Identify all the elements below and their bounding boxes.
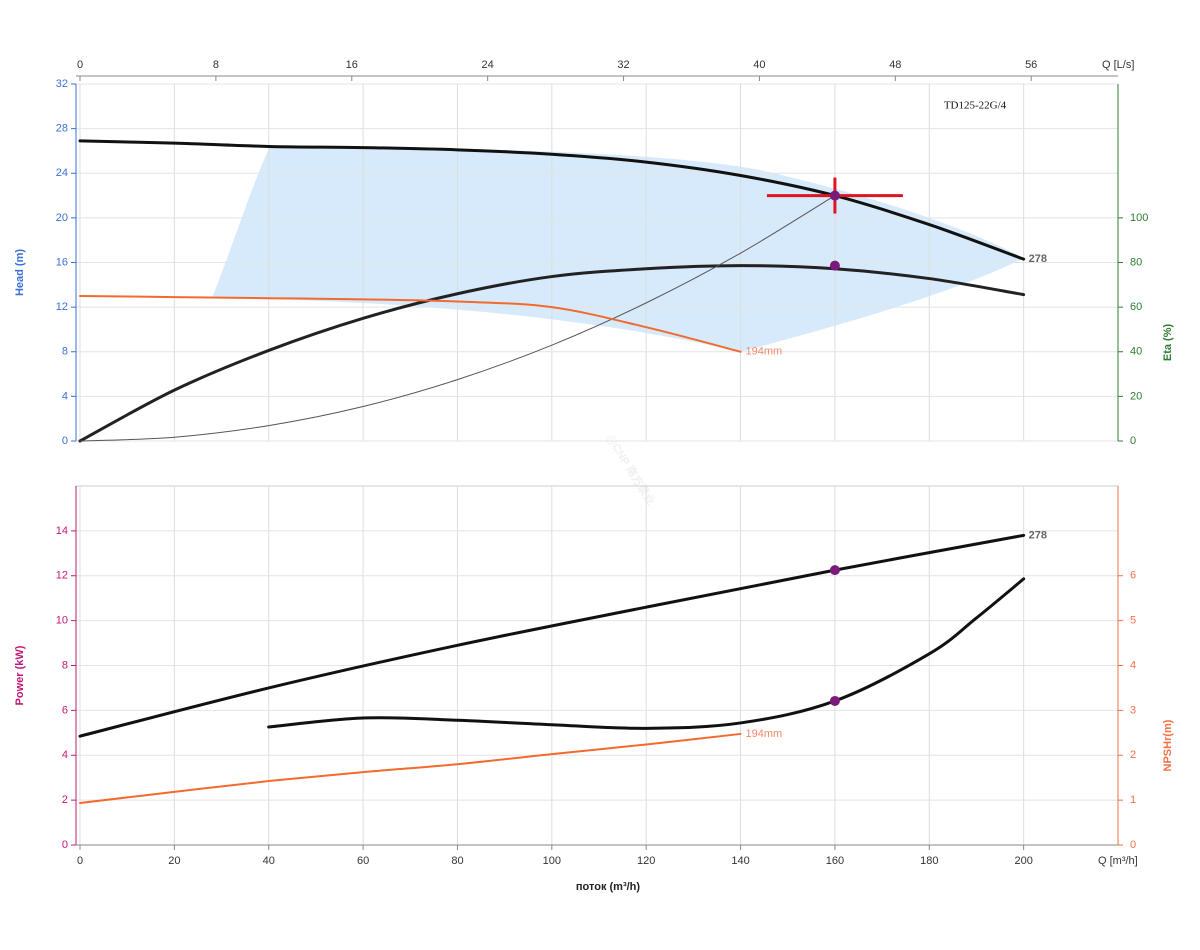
y-tick-label: 14 (56, 525, 68, 537)
duty-point (829, 565, 840, 576)
x-tick-label: 180 (920, 855, 938, 867)
curve-label: 278 (1029, 253, 1047, 265)
x2-axis-label: Q [L/s] (1102, 59, 1134, 71)
y-tick-label: 16 (56, 256, 68, 268)
x-tick-label: 80 (451, 855, 463, 867)
y-tick-label: 0 (62, 839, 68, 851)
y2-tick-label: 3 (1130, 704, 1136, 716)
curve-label: 194mm (746, 728, 783, 740)
y-tick-label: 2 (62, 794, 68, 806)
y2-tick-label: 80 (1130, 256, 1142, 268)
y-tick-label: 0 (62, 435, 68, 447)
y2-tick-label: 60 (1130, 301, 1142, 313)
y-tick-label: 10 (56, 615, 68, 627)
x2-tick-label: 32 (617, 59, 629, 71)
curve (79, 732, 742, 805)
y2-tick-label: 1 (1130, 794, 1136, 806)
duty-point (829, 260, 840, 271)
y2-tick-label: 2 (1130, 749, 1136, 761)
x-unit-label: Q [m³/h] (1098, 855, 1138, 867)
curve-label: 278 (1029, 529, 1047, 541)
y2-tick-label: 0 (1130, 435, 1136, 447)
y-tick-label: 4 (62, 390, 68, 402)
chart-title: TD125-22G/4 (944, 100, 1007, 112)
duty-point (829, 695, 840, 706)
x-tick-label: 20 (168, 855, 180, 867)
y-tick-label: 8 (62, 659, 68, 671)
y-axis-label: Power (kW) (14, 645, 26, 705)
y2-tick-label: 40 (1130, 346, 1142, 358)
curve (79, 195, 836, 442)
y2-tick-label: 100 (1130, 212, 1148, 224)
y-tick-label: 12 (56, 570, 68, 582)
x-tick-label: 40 (263, 855, 275, 867)
curve-label: 194mm (746, 346, 783, 358)
x2-tick-label: 40 (753, 59, 765, 71)
x2-tick-label: 16 (346, 59, 358, 71)
curve (78, 264, 1026, 443)
x2-tick-label: 24 (482, 59, 494, 71)
x-axis-label: поток (m³/h) (576, 881, 640, 893)
x-tick-label: 120 (637, 855, 655, 867)
x-tick-label: 200 (1014, 855, 1032, 867)
y2-tick-label: 6 (1130, 570, 1136, 582)
y-axis-label: Head (m) (14, 249, 26, 296)
curve (78, 533, 1026, 738)
y-tick-label: 32 (56, 78, 68, 90)
y-tick-label: 28 (56, 123, 68, 135)
y-tick-label: 8 (62, 346, 68, 358)
x-tick-label: 100 (543, 855, 561, 867)
y-tick-label: 6 (62, 704, 68, 716)
y2-tick-label: 20 (1130, 390, 1142, 402)
y2-axis-label: Eta (%) (1162, 324, 1174, 362)
x2-tick-label: 8 (213, 59, 219, 71)
curve (267, 577, 1026, 730)
y2-tick-label: 0 (1130, 839, 1136, 851)
duty-point (829, 190, 840, 201)
y-tick-label: 24 (56, 167, 68, 179)
y-tick-label: 20 (56, 212, 68, 224)
curve (78, 139, 1026, 261)
y-tick-label: 12 (56, 301, 68, 313)
y2-tick-label: 5 (1130, 615, 1136, 627)
x2-tick-label: 0 (77, 59, 83, 71)
x-tick-label: 140 (731, 855, 749, 867)
y2-axis-label: NPSHr(m) (1162, 719, 1174, 771)
x-tick-label: 60 (357, 855, 369, 867)
x-tick-label: 160 (826, 855, 844, 867)
x2-tick-label: 56 (1025, 59, 1037, 71)
y-tick-label: 4 (62, 749, 68, 761)
x-tick-label: 0 (77, 855, 83, 867)
curve (79, 294, 742, 353)
y2-tick-label: 4 (1130, 659, 1136, 671)
x2-tick-label: 48 (889, 59, 901, 71)
